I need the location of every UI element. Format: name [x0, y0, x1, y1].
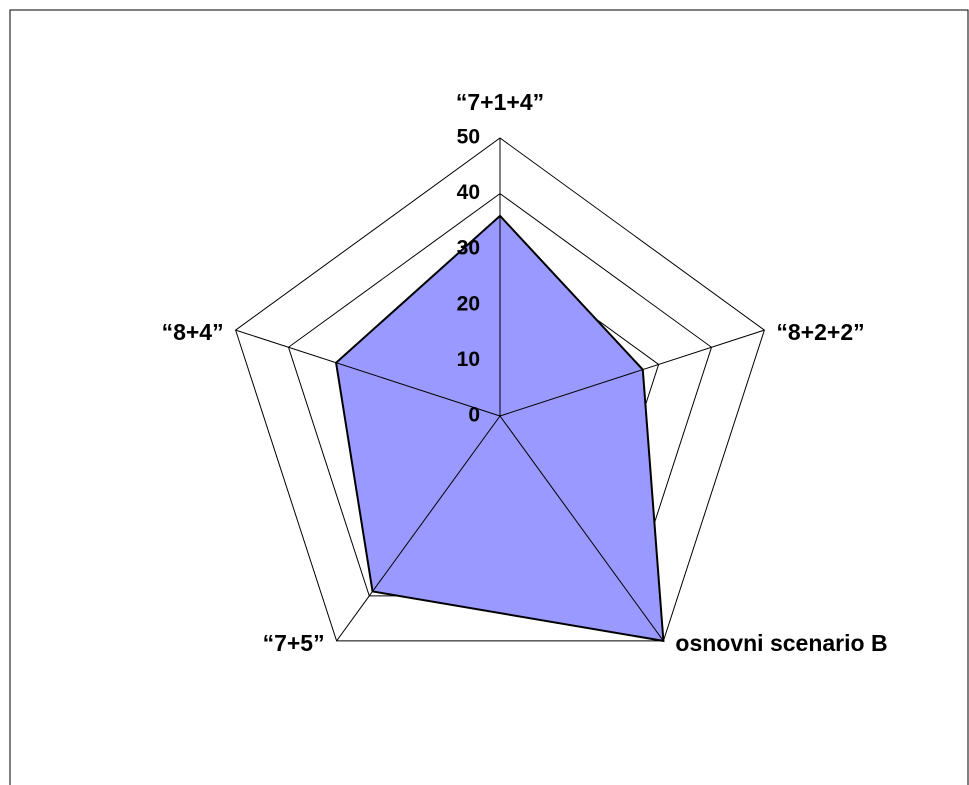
- axis-spoke: [499, 329, 765, 417]
- category-label: “8+4”: [162, 319, 224, 345]
- y-tick-label: 30: [457, 237, 480, 260]
- category-label: “7+5”: [263, 630, 325, 656]
- axis-spoke: [499, 415, 664, 642]
- category-label: “8+2+2”: [776, 319, 864, 345]
- grid-ring: [235, 137, 765, 642]
- category-label: “7+1+4”: [456, 89, 544, 115]
- y-tick-label: 10: [457, 348, 480, 371]
- radar-area: [335, 214, 665, 643]
- y-tick-label: 0: [468, 404, 480, 427]
- y-tick-label: 20: [457, 292, 480, 315]
- y-tick-label: 50: [457, 126, 480, 149]
- category-label: osnovni scenario B: [675, 630, 887, 656]
- y-tick-label: 40: [457, 181, 480, 204]
- axis-spoke: [235, 329, 501, 417]
- frame: [9, 9, 969, 785]
- axis-spoke: [336, 415, 501, 642]
